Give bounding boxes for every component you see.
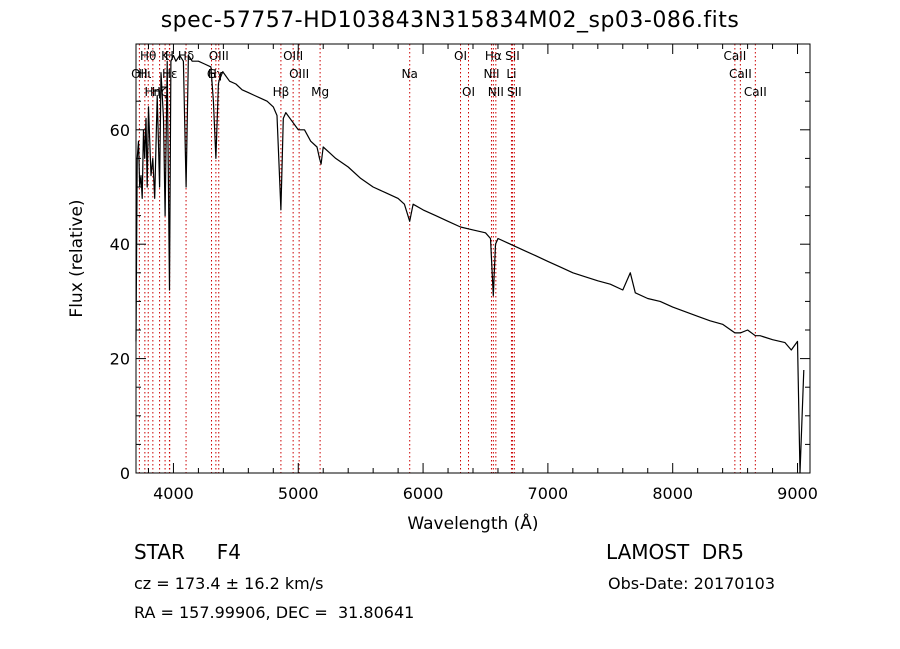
line-marker-label: OI xyxy=(454,49,467,63)
line-marker-label: NII xyxy=(488,85,504,99)
line-marker-label: SII xyxy=(505,49,520,63)
line-marker-label: OI xyxy=(462,85,475,99)
x-tick-label: 7000 xyxy=(528,484,569,503)
x-tick-label: 9000 xyxy=(777,484,818,503)
line-marker-label: Hβ xyxy=(273,85,290,99)
y-axis-label: Flux (relative) xyxy=(67,199,87,317)
y-tick-label: 60 xyxy=(110,121,130,140)
line-marker-label: OII xyxy=(131,67,148,81)
line-marker-label: Hα xyxy=(485,49,502,63)
coordinates-readout: RA = 157.99906, DEC = 31.80641 xyxy=(134,603,415,622)
obs-date: Obs-Date: 20170103 xyxy=(608,574,776,593)
spectral-class: STAR F4 xyxy=(134,540,241,564)
line-marker-label: Hι xyxy=(138,67,151,81)
chart-title: spec-57757-HD103843N315834M02_sp03-086.f… xyxy=(160,8,740,33)
line-marker-label: Hε xyxy=(162,67,178,81)
line-marker-label: OIII xyxy=(289,67,309,81)
line-marker-label: OIII xyxy=(209,49,229,63)
x-tick-label: 6000 xyxy=(403,484,444,503)
line-marker-label: CaII xyxy=(744,85,767,99)
y-tick-label: 0 xyxy=(120,464,130,483)
line-marker-label: Na xyxy=(402,67,418,81)
survey-label: LAMOST DR5 xyxy=(606,540,744,564)
spectrum-line xyxy=(135,54,805,474)
x-tick-label: 5000 xyxy=(278,484,319,503)
line-marker-label: Mg xyxy=(311,85,329,99)
y-tick-label: 40 xyxy=(110,235,130,254)
y-tick-label: 20 xyxy=(110,350,130,369)
line-marker-label: SII xyxy=(507,85,522,99)
line-marker-label: CaII xyxy=(729,67,752,81)
x-axis-label: Wavelength (Å) xyxy=(407,512,538,534)
line-marker-label: Hζ xyxy=(152,85,168,99)
line-marker-label: K xyxy=(161,49,170,63)
line-marker-label: CaII xyxy=(723,49,746,63)
line-marker-label: Li xyxy=(506,67,516,81)
line-markers: HαHβHγHδKHGMgNaOIOINIINIISIISIILiOIIIOII… xyxy=(131,44,767,473)
plot-axes xyxy=(135,43,811,474)
line-marker-label: Hθ xyxy=(140,49,156,63)
line-marker-label: Hη xyxy=(145,85,162,99)
x-tick-label: 4000 xyxy=(153,484,194,503)
plot-frame xyxy=(135,43,811,474)
x-tick-label: 8000 xyxy=(652,484,693,503)
redshift-readout: cz = 173.4 ± 16.2 km/s xyxy=(134,574,324,593)
line-marker-label: OIII xyxy=(283,49,303,63)
spectrum-series xyxy=(135,54,805,474)
tick-marks: 4000 5000 6000 7000 8000 9000 0 20 40 60 xyxy=(110,44,818,503)
line-marker-label: NII xyxy=(483,67,499,81)
